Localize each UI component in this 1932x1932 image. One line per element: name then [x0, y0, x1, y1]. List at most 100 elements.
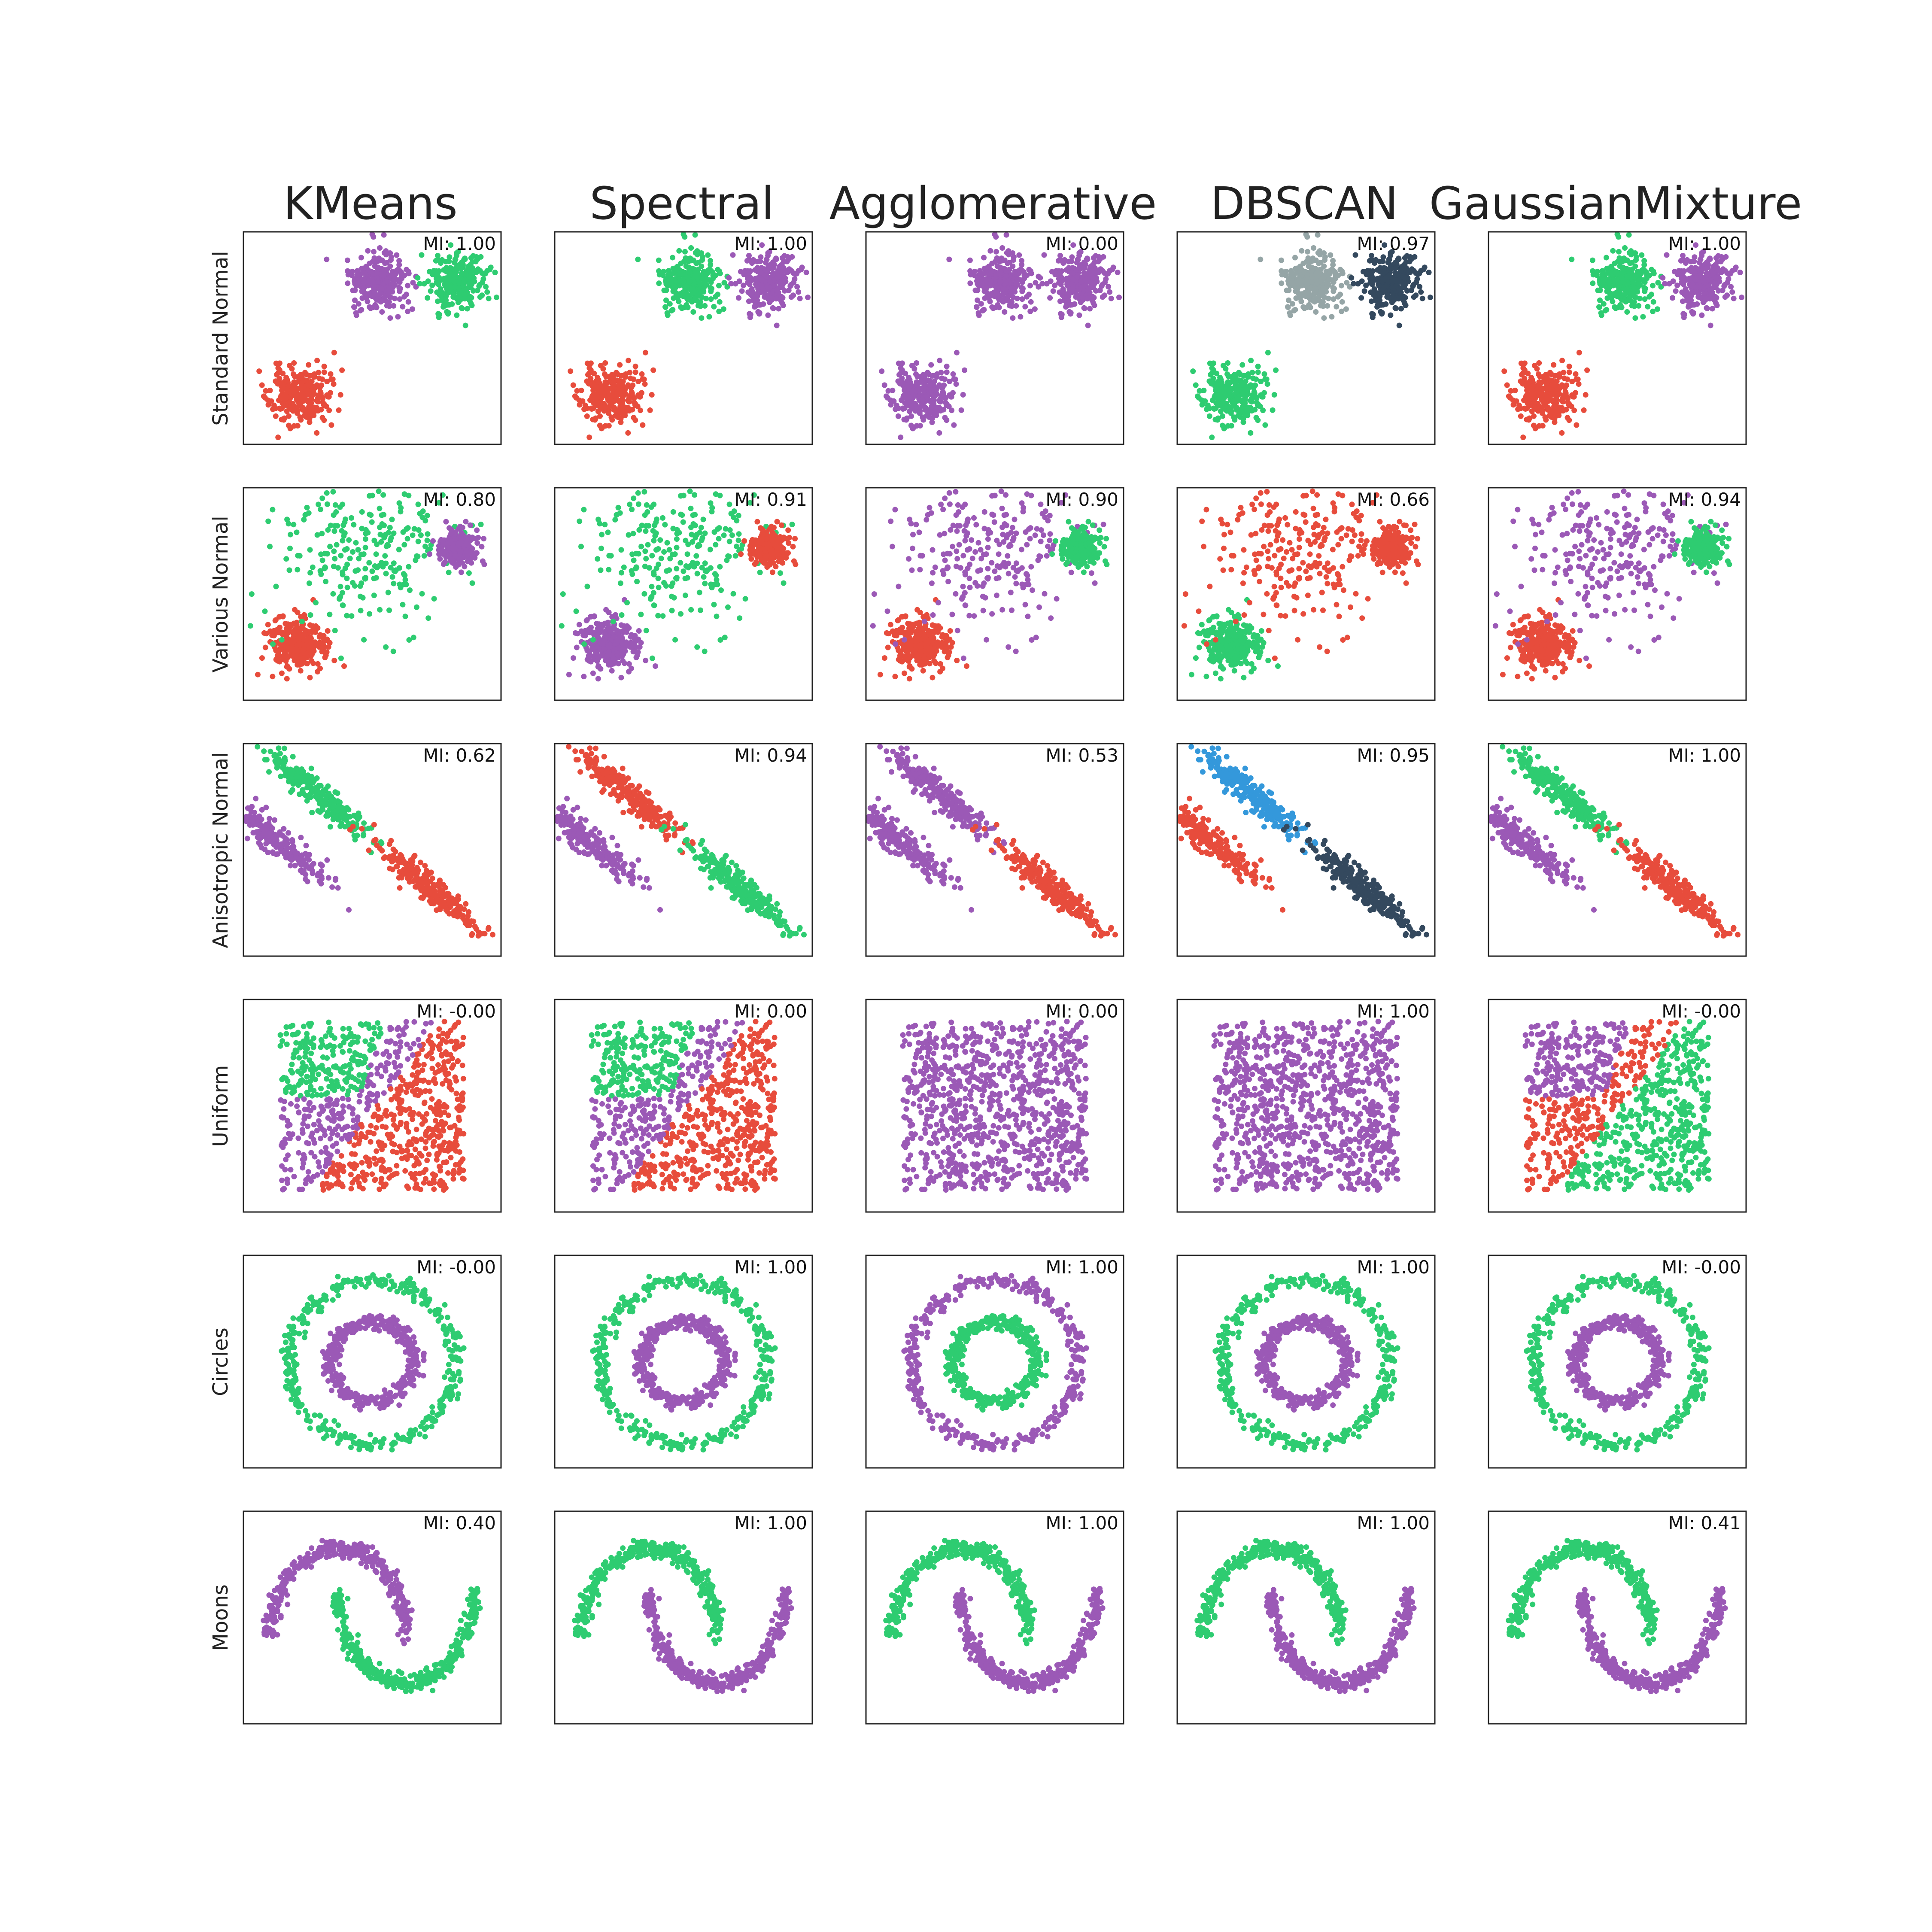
data-point [1692, 270, 1698, 276]
data-point [295, 659, 301, 665]
data-point [376, 266, 382, 271]
data-point [458, 537, 464, 542]
data-point [1209, 365, 1215, 371]
data-point [633, 364, 638, 369]
data-point [1100, 268, 1106, 273]
data-point [1575, 377, 1581, 382]
data-point [1239, 362, 1245, 368]
data-point [1710, 306, 1715, 312]
data-point [931, 387, 937, 392]
data-point [358, 608, 364, 614]
data-point [1403, 281, 1408, 287]
data-point [304, 661, 310, 666]
data-point [468, 262, 473, 267]
data-point [441, 267, 447, 273]
data-point [277, 659, 283, 665]
mi-score-label: MI: 0.00 [1045, 233, 1118, 254]
data-point [959, 407, 964, 413]
data-point [355, 547, 361, 553]
data-point [656, 258, 662, 263]
data-point [479, 544, 485, 550]
data-point [403, 614, 408, 619]
data-point [1069, 302, 1075, 308]
data-point [994, 255, 1000, 261]
data-point [1698, 257, 1703, 262]
data-point [264, 631, 269, 636]
data-point [759, 277, 765, 283]
row-label-circles: Circles [209, 1327, 233, 1396]
data-point [752, 304, 757, 310]
data-point [317, 392, 322, 397]
data-point [1311, 258, 1316, 264]
data-point [1704, 270, 1710, 276]
data-point [762, 294, 767, 300]
data-point [462, 255, 468, 261]
data-point [1272, 392, 1277, 398]
data-point [1102, 279, 1108, 285]
data-point [1102, 292, 1107, 298]
data-point [1520, 381, 1526, 387]
data-point [790, 292, 796, 298]
data-point [1069, 270, 1075, 276]
data-point [392, 568, 398, 574]
data-point [1639, 267, 1645, 273]
data-point [331, 564, 337, 569]
data-point [794, 271, 799, 276]
data-point [352, 583, 358, 589]
data-point [711, 602, 717, 608]
data-point [1324, 281, 1330, 287]
data-point [1388, 313, 1393, 318]
data-point [397, 500, 402, 506]
data-point [318, 571, 324, 577]
data-point [1523, 406, 1528, 412]
data-point [279, 637, 285, 643]
data-point [1306, 255, 1311, 261]
data-point [898, 434, 903, 440]
data-point [598, 363, 604, 368]
data-point [468, 275, 474, 281]
data-point [474, 527, 480, 533]
data-point [748, 312, 753, 317]
data-point [606, 649, 612, 654]
data-point [425, 513, 430, 518]
data-point [1111, 264, 1116, 270]
data-point [425, 531, 431, 537]
data-point [1640, 277, 1646, 283]
data-point [1610, 299, 1615, 304]
data-point [1695, 294, 1701, 300]
data-point [1532, 363, 1537, 368]
data-point [374, 551, 379, 557]
data-point [316, 501, 321, 507]
data-point [623, 639, 629, 645]
data-point [978, 280, 983, 286]
data-point [782, 288, 787, 294]
data-point [923, 407, 928, 413]
data-point [1699, 313, 1704, 318]
data-point [324, 379, 330, 384]
data-point [677, 278, 683, 284]
data-point [677, 560, 683, 565]
data-point [1109, 296, 1114, 301]
data-point [365, 299, 370, 304]
data-point [946, 257, 952, 262]
data-point [708, 289, 714, 294]
data-point [483, 271, 488, 276]
data-point [1313, 309, 1318, 315]
data-point [1561, 370, 1566, 375]
data-point [285, 663, 290, 669]
data-point [716, 283, 722, 289]
data-point [750, 293, 755, 299]
data-point [291, 382, 296, 387]
data-point [332, 628, 338, 633]
data-point [312, 639, 318, 645]
data-point [375, 279, 381, 285]
data-point [702, 303, 708, 309]
data-point [650, 368, 656, 373]
data-point [896, 413, 901, 419]
data-point [328, 390, 333, 396]
data-point [1531, 423, 1537, 428]
data-point [307, 675, 313, 680]
data-point [1559, 430, 1564, 436]
data-point [1636, 303, 1641, 309]
data-point [362, 576, 368, 582]
